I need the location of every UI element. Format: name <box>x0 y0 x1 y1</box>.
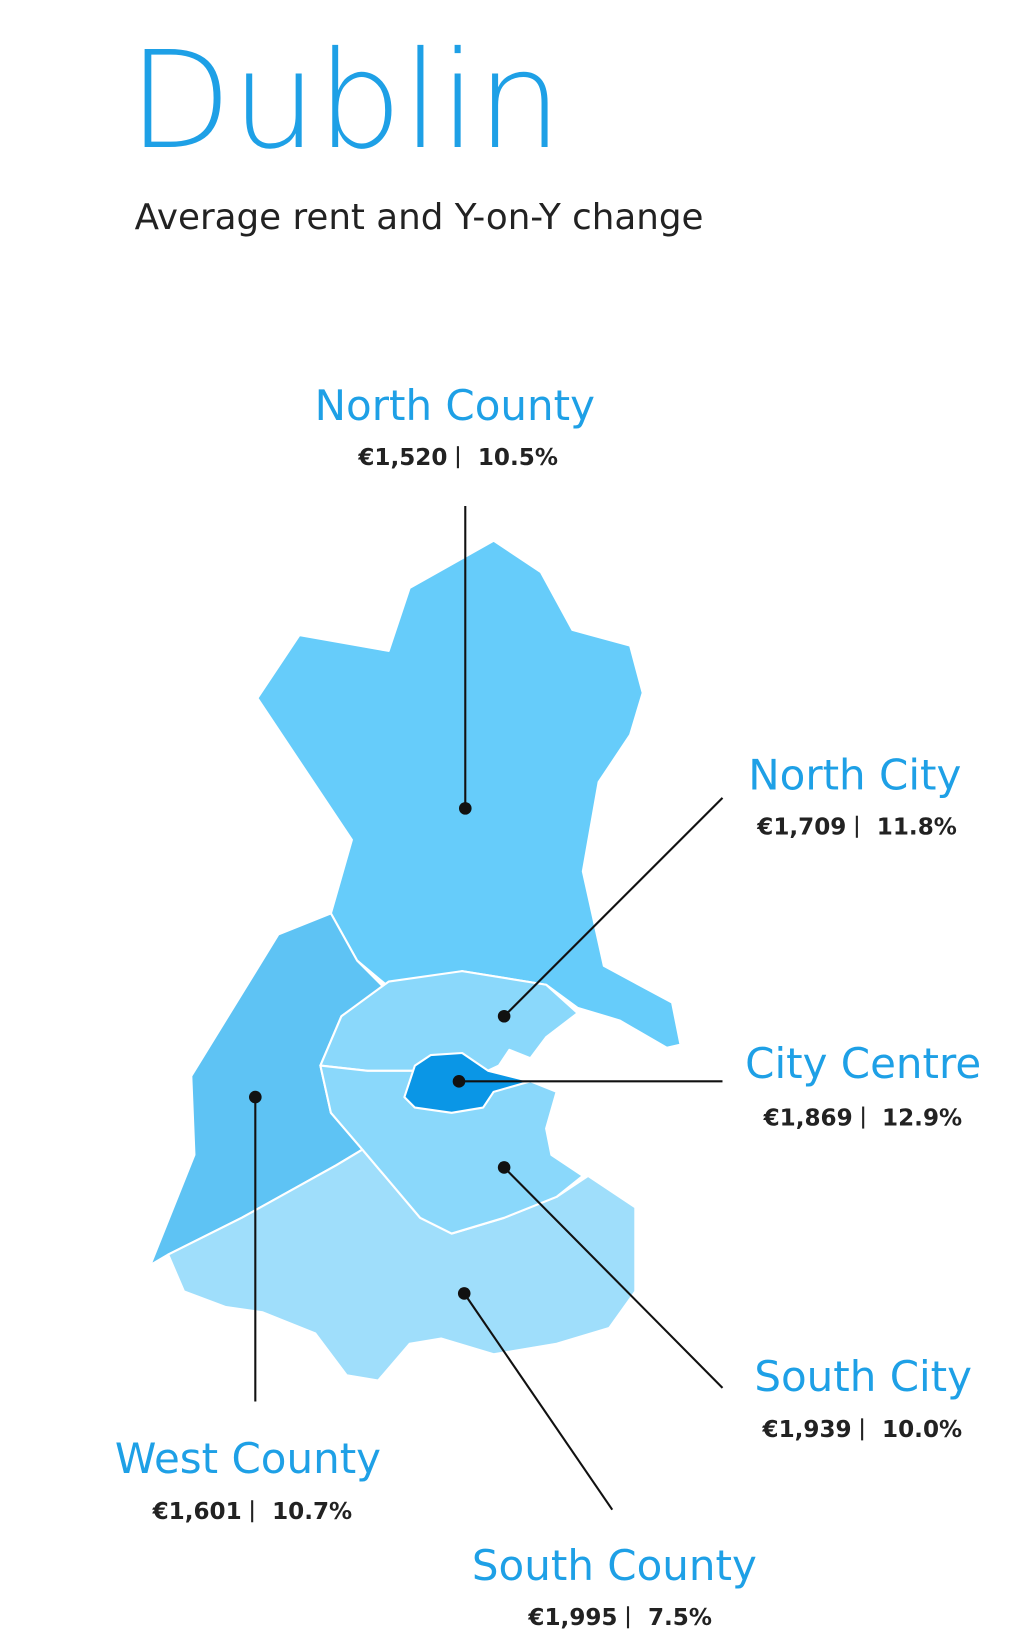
leader-dot <box>457 1287 471 1300</box>
region-change: 10.5% <box>478 445 558 471</box>
subtitle: Average rent and Y-on-Y change <box>135 197 704 238</box>
region-name: North City <box>748 750 961 799</box>
region-name: South County <box>472 1541 757 1590</box>
region-rent: €1,520 <box>357 445 447 471</box>
region-name: City Centre <box>745 1039 981 1088</box>
region-change: 10.0% <box>882 1417 962 1443</box>
region-rent: €1,601 <box>152 1499 242 1525</box>
leaders <box>249 506 724 1511</box>
title: Dublin <box>128 22 562 179</box>
region-rent: €1,939 <box>762 1417 852 1443</box>
region-rent: €1,869 <box>763 1105 853 1131</box>
region-change: 10.7% <box>272 1499 352 1525</box>
region-name: West County <box>115 1434 381 1483</box>
region-name: North County <box>315 381 595 430</box>
leader-dot <box>458 802 472 815</box>
leader-line <box>463 1292 614 1511</box>
labels: North County €1,520 10.5% North City €1,… <box>115 381 981 1631</box>
region-rent: €1,709 <box>756 815 846 841</box>
leader-line <box>503 1166 724 1389</box>
leader-dot <box>249 1090 262 1104</box>
map <box>149 539 682 1382</box>
leader-dot <box>497 1161 511 1174</box>
leader-dot <box>452 1075 466 1088</box>
leader-dot <box>497 1009 511 1023</box>
region-change: 12.9% <box>882 1105 962 1131</box>
region-rent: €1,995 <box>527 1605 617 1631</box>
region-change: 7.5% <box>648 1605 712 1631</box>
region-change: 11.8% <box>877 815 957 841</box>
region-name: South City <box>754 1352 972 1401</box>
leader-line <box>503 797 724 1017</box>
